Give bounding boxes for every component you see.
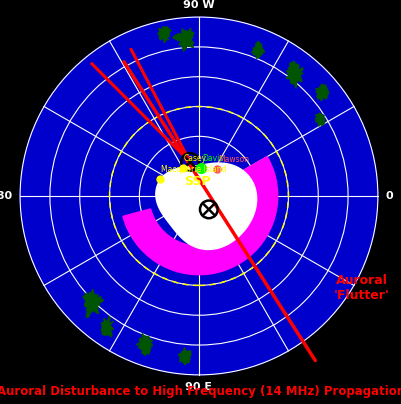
Text: Casey: Casey [184, 154, 207, 164]
Polygon shape [156, 163, 256, 249]
Text: 0: 0 [384, 191, 392, 201]
Text: Auroral
'Flutter': Auroral 'Flutter' [333, 274, 389, 303]
Polygon shape [178, 348, 190, 365]
Text: SSP: SSP [183, 175, 210, 188]
Polygon shape [101, 316, 113, 337]
Text: Mawson: Mawson [217, 155, 249, 164]
Polygon shape [314, 113, 324, 126]
Text: Macquarie Island: Macquarie Island [160, 165, 226, 174]
Text: Auroral Disturbance to High Frequency (14 MHz) Propagation: Auroral Disturbance to High Frequency (1… [0, 385, 401, 398]
Polygon shape [83, 289, 103, 318]
Circle shape [20, 17, 377, 375]
Polygon shape [172, 28, 193, 51]
Polygon shape [157, 26, 171, 42]
Text: Davis: Davis [201, 154, 223, 164]
Polygon shape [251, 42, 264, 59]
Text: 90 W: 90 W [183, 0, 214, 10]
Text: 90 E: 90 E [185, 382, 212, 392]
Wedge shape [123, 196, 277, 275]
Polygon shape [136, 334, 152, 356]
Wedge shape [242, 157, 277, 196]
Polygon shape [315, 84, 328, 101]
Text: 180: 180 [0, 191, 13, 201]
Polygon shape [286, 61, 302, 88]
